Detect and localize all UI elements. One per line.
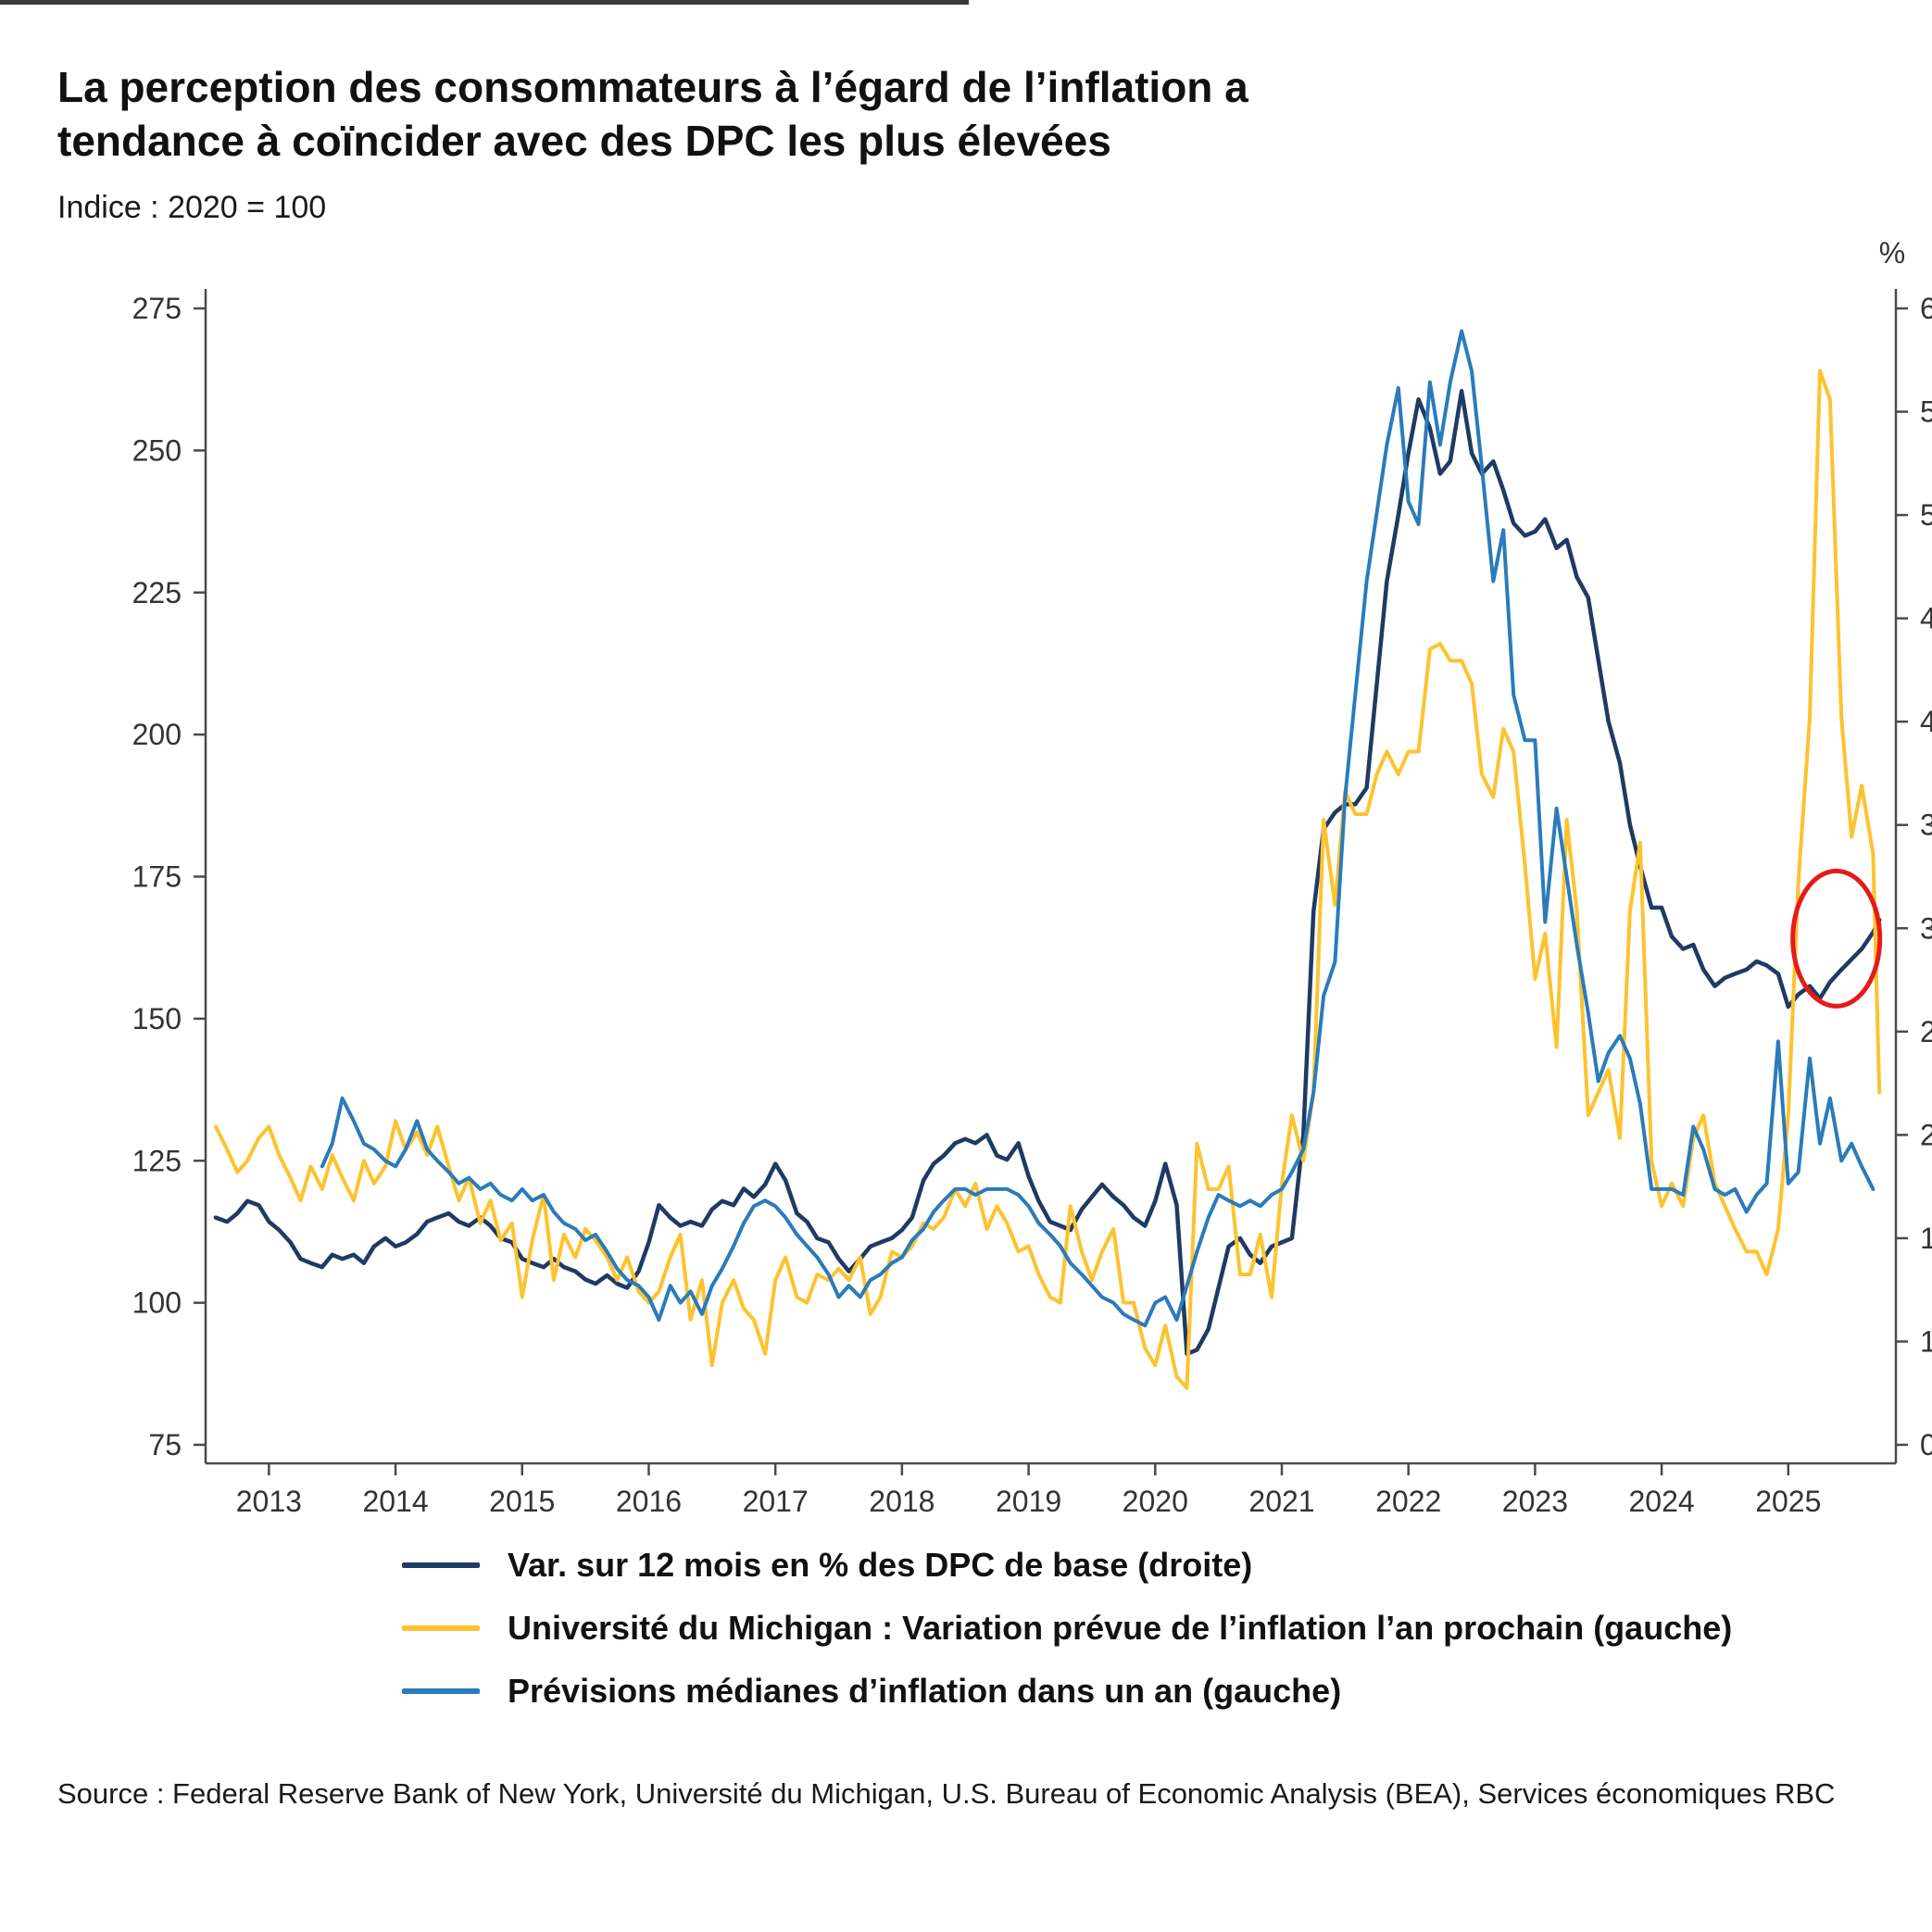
chart-subtitle: Indice : 2020 = 100	[57, 190, 327, 225]
svg-text:125: 125	[132, 1144, 182, 1177]
svg-text:2016: 2016	[616, 1485, 682, 1518]
legend-swatch-dpc-line	[402, 1562, 480, 1568]
svg-text:2.0: 2.0	[1920, 1118, 1932, 1151]
svg-text:150: 150	[132, 1002, 182, 1035]
svg-text:4.0: 4.0	[1920, 705, 1932, 738]
inflation-line-chart: 75 100 125 150 175 200 225 250 275 0.5 1.0 1.5 2.0 2.…	[132, 236, 1932, 1518]
svg-text:75: 75	[148, 1428, 182, 1462]
svg-text:2023: 2023	[1502, 1485, 1568, 1518]
chart-page: La perception des consommateurs à l’égar…	[57, 63, 1932, 1810]
svg-text:100: 100	[132, 1286, 182, 1320]
svg-text:2022: 2022	[1375, 1485, 1441, 1518]
svg-text:3.5: 3.5	[1920, 809, 1932, 842]
legend-swatch-michigan-line	[402, 1625, 480, 1631]
svg-text:3.0: 3.0	[1920, 911, 1932, 945]
svg-text:2014: 2014	[362, 1485, 428, 1518]
chart-area: 75 100 125 150 175 200 225 250 275 0.5 1.0 1.5 2.0 2.…	[57, 232, 1932, 1533]
svg-text:175: 175	[132, 860, 182, 894]
svg-text:2.5: 2.5	[1920, 1015, 1932, 1048]
svg-text:275: 275	[132, 292, 182, 325]
legend-item-nyfed: Prévisions médianes d’inflation dans un …	[402, 1672, 1880, 1711]
top-rule	[0, 0, 969, 5]
svg-text:2018: 2018	[869, 1485, 935, 1518]
svg-text:1.5: 1.5	[1920, 1222, 1932, 1255]
svg-text:6.0: 6.0	[1920, 292, 1932, 325]
svg-text:2024: 2024	[1629, 1485, 1695, 1518]
legend-label-michigan: Université du Michigan : Variation prévu…	[508, 1609, 1733, 1647]
svg-text:2025: 2025	[1755, 1485, 1821, 1518]
svg-text:250: 250	[132, 433, 182, 467]
legend-swatch-nyfed-line	[402, 1688, 480, 1694]
svg-text:225: 225	[132, 576, 182, 609]
svg-text:2020: 2020	[1123, 1485, 1188, 1518]
svg-text:4.5: 4.5	[1920, 602, 1932, 635]
svg-text:1.0: 1.0	[1920, 1324, 1932, 1358]
svg-text:2013: 2013	[236, 1485, 302, 1518]
legend-item-michigan: Université du Michigan : Variation prévu…	[402, 1609, 1880, 1648]
page-title: La perception des consommateurs à l’égar…	[57, 63, 1248, 165]
legend-label-dpc: Var. sur 12 mois en % des DPC de base (d…	[508, 1546, 1253, 1584]
svg-text:%: %	[1879, 236, 1905, 270]
svg-text:2019: 2019	[996, 1485, 1061, 1518]
svg-text:5.5: 5.5	[1920, 395, 1932, 429]
legend-label-nyfed: Prévisions médianes d’inflation dans un …	[508, 1672, 1342, 1710]
svg-text:2015: 2015	[489, 1485, 555, 1518]
svg-text:5.0: 5.0	[1920, 498, 1932, 532]
chart-legend: Var. sur 12 mois en % des DPC de base (d…	[402, 1546, 1880, 1711]
svg-text:200: 200	[132, 718, 182, 751]
svg-text:2021: 2021	[1248, 1485, 1314, 1518]
svg-text:2017: 2017	[743, 1485, 809, 1518]
svg-text:0.5: 0.5	[1920, 1428, 1932, 1462]
source-note: Source : Federal Reserve Bank of New Yor…	[57, 1777, 1836, 1810]
legend-item-dpc: Var. sur 12 mois en % des DPC de base (d…	[402, 1546, 1880, 1585]
